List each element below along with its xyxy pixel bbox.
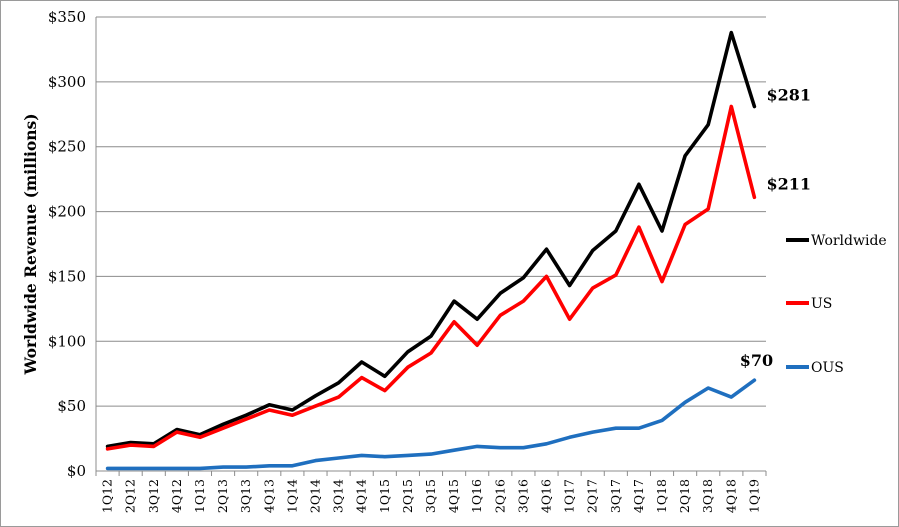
legend-label-ous: OUS xyxy=(811,360,844,376)
end-label-worldwide: $281 xyxy=(766,86,811,105)
x-tick-label: 3Q13 xyxy=(238,479,253,513)
end-value-labels: $281 $211 $70 xyxy=(740,86,811,371)
y-axis-label: Worldwide Revenue (millions) xyxy=(21,113,40,375)
x-tick-label: 4Q17 xyxy=(631,479,646,513)
y-tick-label: $100 xyxy=(48,332,86,350)
x-tick-label: 4Q13 xyxy=(261,479,276,513)
x-tick-label: 1Q16 xyxy=(469,479,484,513)
y-tick-label: $150 xyxy=(48,267,86,285)
x-tick-label: 1Q17 xyxy=(562,479,577,513)
series-line-ous xyxy=(105,378,757,471)
x-tick-label: 1Q15 xyxy=(377,479,392,513)
x-tick-labels: 1Q12 2Q12 3Q12 4Q12 1Q13 2Q13 3Q13 4Q13 1Q14 2Q14… xyxy=(100,479,762,513)
x-tick-label: 4Q15 xyxy=(446,479,461,513)
series-lines xyxy=(105,30,757,471)
x-tick-label: 3Q12 xyxy=(146,479,161,513)
x-tick-label: 2Q17 xyxy=(585,479,600,513)
x-tick-label: 3Q18 xyxy=(700,479,715,513)
x-tick-label: 2Q12 xyxy=(123,479,138,513)
y-tick-label: $250 xyxy=(48,138,86,156)
x-tick-label: 1Q13 xyxy=(192,479,207,513)
end-label-ous: $70 xyxy=(740,351,773,370)
gridlines xyxy=(96,16,766,407)
legend: Worldwide US OUS xyxy=(786,233,887,376)
y-tick-label: $0 xyxy=(67,462,86,480)
x-tick-label: 1Q14 xyxy=(284,479,299,513)
x-tick-label: 2Q14 xyxy=(307,479,322,513)
x-tick-label: 3Q14 xyxy=(331,479,346,513)
x-tick-label: 1Q19 xyxy=(746,479,761,513)
x-tick-label: 2Q16 xyxy=(492,479,507,513)
x-tick-label: 3Q15 xyxy=(423,479,438,513)
x-tick-label: 4Q18 xyxy=(723,479,738,513)
x-tick-label: 2Q13 xyxy=(215,479,230,513)
end-label-us: $211 xyxy=(766,174,811,193)
legend-label-worldwide: Worldwide xyxy=(811,233,887,249)
x-tick-label: 2Q15 xyxy=(400,479,415,513)
y-tick-label: $350 xyxy=(48,8,86,26)
axes xyxy=(95,17,767,476)
series-line-worldwide xyxy=(105,30,757,449)
y-tick-label: $300 xyxy=(48,73,86,91)
x-tick-label: 3Q17 xyxy=(608,479,623,513)
series-line-us xyxy=(105,104,757,451)
x-tick-label: 4Q14 xyxy=(354,479,369,513)
x-tick-label: 4Q16 xyxy=(539,479,554,513)
y-tick-label: $200 xyxy=(48,203,86,221)
x-tick-label: 1Q12 xyxy=(100,479,115,513)
x-tick-label: 1Q18 xyxy=(654,479,669,513)
y-tick-label: $50 xyxy=(57,397,86,415)
y-tick-labels: $0 $50 $100 $150 $200 $250 $300 $350 xyxy=(48,8,86,480)
x-tick-label: 2Q18 xyxy=(677,479,692,513)
legend-label-us: US xyxy=(811,296,832,312)
x-tick-label: 3Q16 xyxy=(515,479,530,513)
x-tick-label: 4Q12 xyxy=(169,479,184,513)
